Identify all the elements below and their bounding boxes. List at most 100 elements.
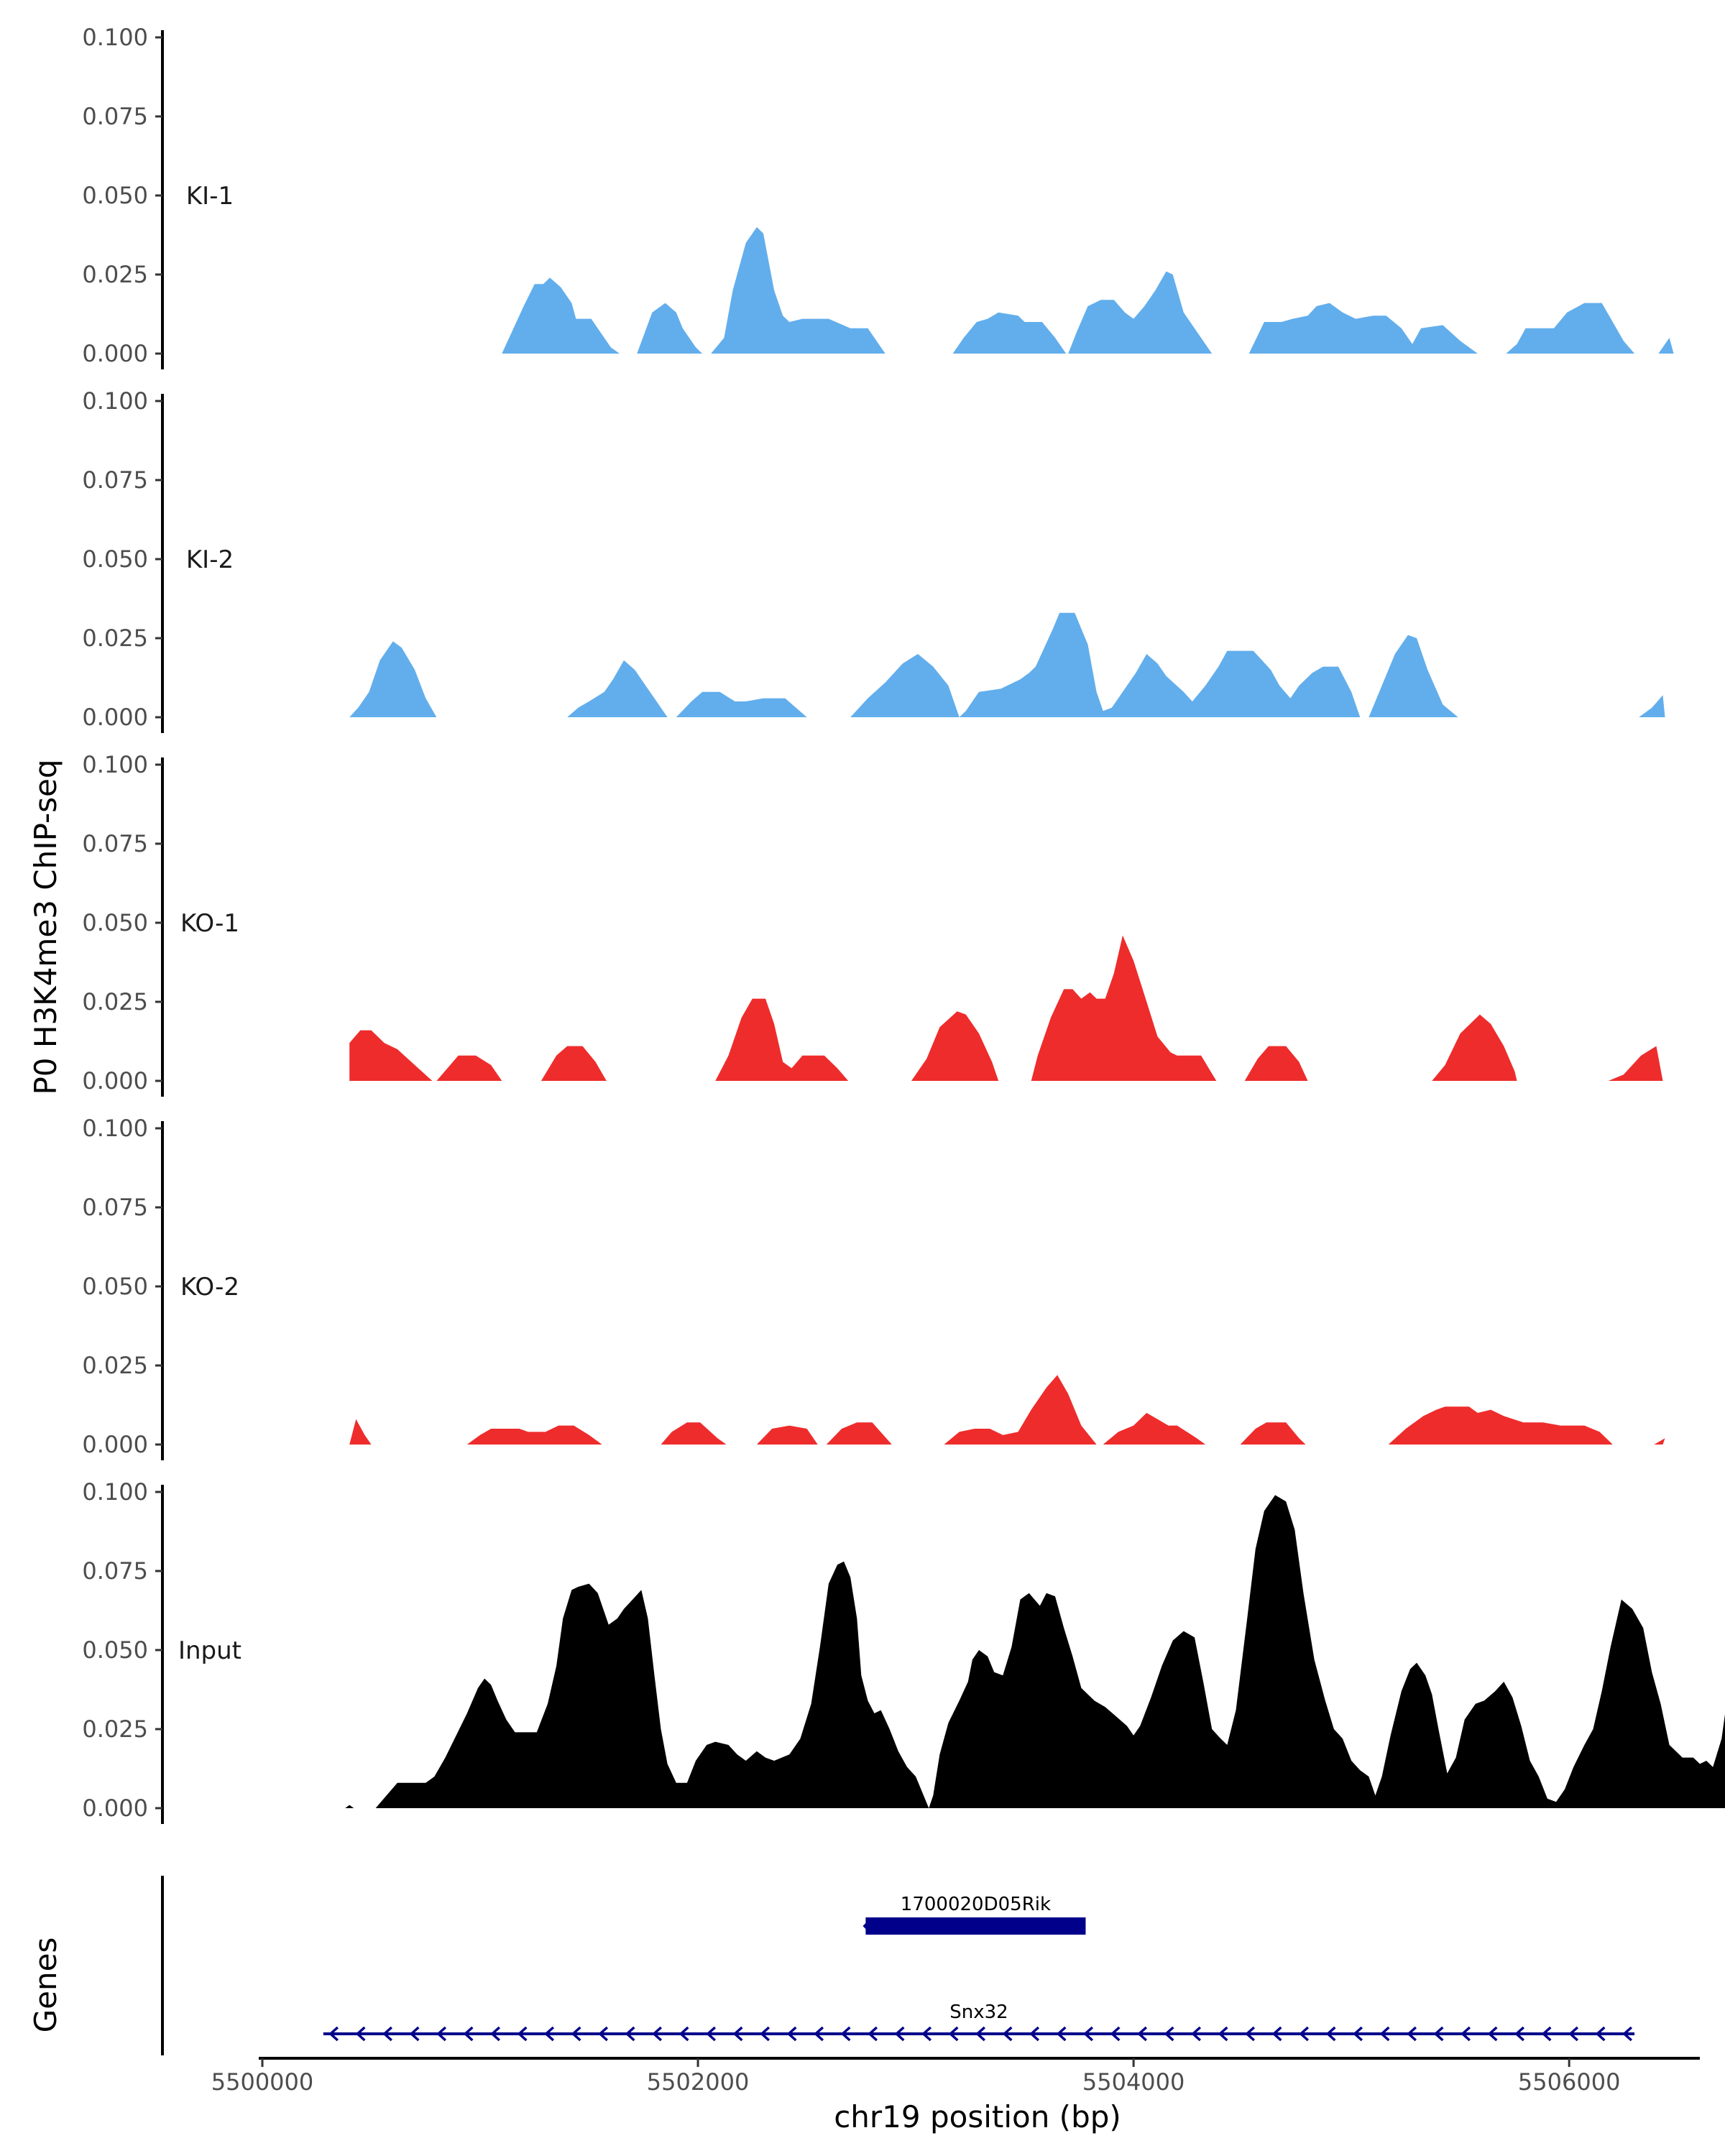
track-ki-2: 0.000 0.025 0.050 0.075 0.100 KI-2	[82, 387, 1665, 733]
gene-strand-chevron	[868, 2026, 878, 2042]
track-ko-2-y-tick-label: 0.025	[82, 1352, 148, 1379]
track-ki-1-y-tick-label: 0.000	[82, 340, 148, 367]
gene-snx32: Snx32	[323, 2001, 1635, 2042]
track-ki-1-signal-area	[1248, 303, 1478, 354]
x-tick-label: 5500000	[211, 2068, 314, 2096]
gene-strand-chevron	[948, 2026, 959, 2042]
gene-strand-chevron	[382, 2026, 393, 2042]
track-ko-1-y-tick-label: 0.000	[82, 1067, 148, 1095]
gene-strand-chevron	[1271, 2026, 1282, 2042]
gene-strand-chevron	[517, 2026, 528, 2042]
track-ki-2-signal-area	[349, 641, 437, 717]
x-tick-label: 5504000	[1082, 2068, 1185, 2096]
track-input: 0.000 0.025 0.050 0.075 0.100 Input	[82, 1478, 1725, 1824]
track-ki-1-signal-area	[952, 312, 1067, 354]
track-ko-2-y-tick-label: 0.000	[82, 1431, 148, 1458]
track-ki-1-y-tick-label: 0.100	[82, 24, 148, 51]
gene-strand-chevron	[409, 2026, 420, 2042]
track-ki-2-signal-area	[850, 612, 1361, 717]
track-input-y-tick-label: 0.025	[82, 1715, 148, 1743]
track-ko-1-signal-area	[1244, 1046, 1308, 1081]
gene-strand-chevron	[1299, 2026, 1310, 2042]
gene-strand-chevron	[1595, 2026, 1606, 2042]
gene-strand-chevron	[732, 2026, 743, 2042]
track-ki-1-signal-area	[711, 227, 886, 354]
track-ko-1-y-tick-label: 0.050	[82, 909, 148, 936]
track-input-signal-area	[375, 1495, 1725, 1808]
track-ko-1-signal-area	[1031, 935, 1217, 1081]
track-ko-2-signal-area	[1388, 1406, 1613, 1445]
track-ko-2-signal-area	[349, 1419, 372, 1445]
track-ko-1-y-tick-label: 0.025	[82, 988, 148, 1015]
gene-strand-chevron	[975, 2026, 986, 2042]
track-ko-1-signal-area	[349, 1030, 433, 1081]
track-ko-2-signal-area	[826, 1422, 892, 1445]
track-ko-1-y-tick-label: 0.100	[82, 751, 148, 778]
gene-strand-chevron	[544, 2026, 555, 2042]
gene-strand-chevron	[1083, 2026, 1094, 2042]
gene-strand-chevron	[625, 2026, 635, 2042]
gene-strand-chevron	[1191, 2026, 1202, 2042]
track-ko-2: 0.000 0.025 0.050 0.075 0.100 KO-2	[82, 1115, 1665, 1460]
track-input-signal-area	[345, 1805, 354, 1808]
gene-strand-chevron	[1029, 2026, 1040, 2042]
gene-strand-chevron	[1407, 2026, 1417, 2042]
track-ki-2-signal-area	[676, 691, 807, 717]
track-ki-1-signal-area	[502, 277, 620, 354]
track-ki-2-y-tick-label: 0.000	[82, 704, 148, 731]
track-ko-2-signal-area	[1654, 1438, 1665, 1445]
gene-strand-chevron	[1353, 2026, 1363, 2042]
tracks-layer: 0.0000.0250.0500.0750.100KI-10.0000.0250…	[82, 24, 1725, 1824]
track-ki-1: 0.000 0.025 0.050 0.075 0.100 KI-1	[82, 24, 1674, 369]
gene-strand-chevron	[1245, 2026, 1256, 2042]
gene-strand-chevron	[463, 2026, 474, 2042]
gene-strand-chevron	[894, 2026, 905, 2042]
track-ko-2-signal-area	[1103, 1413, 1206, 1445]
track-ki-2-signal-area	[1368, 635, 1458, 717]
track-ko-1-signal-area	[715, 998, 849, 1081]
track-ki-2-y-tick-label: 0.050	[82, 545, 148, 573]
track-ko-1-signal-area	[911, 1011, 999, 1081]
gene-strand-chevron	[1379, 2026, 1390, 2042]
track-ko-1-signal-area	[1432, 1014, 1517, 1081]
gene-strand-chevron	[706, 2026, 717, 2042]
track-ko-2-signal-area	[944, 1375, 1097, 1445]
track-ko-2-signal-area	[756, 1425, 818, 1445]
gene-strand-chevron	[786, 2026, 797, 2042]
x-axis: 5500000 5502000 5504000 5506000 chr19 posit…	[211, 2057, 1700, 2134]
gene-strand-chevron	[1568, 2026, 1579, 2042]
gene-strand-chevron	[490, 2026, 501, 2042]
track-ko-1-signal-area	[436, 1055, 502, 1081]
gene-1700020d05rik: 1700020D05Rik	[862, 1894, 1086, 1935]
track-ko-1-label: KO-1	[180, 909, 239, 938]
track-ki-1-signal-area	[1658, 338, 1674, 354]
gene-strand-chevron	[598, 2026, 609, 2042]
track-ko-1-signal-area	[1608, 1046, 1663, 1081]
gene-strand-chevron	[436, 2026, 447, 2042]
track-ko-2-signal-area	[1240, 1422, 1306, 1445]
gene-strand-chevron	[840, 2026, 851, 2042]
gene-strand-chevron	[1002, 2026, 1013, 2042]
track-ki-2-signal-area	[567, 660, 668, 717]
track-ko-1: 0.000 0.025 0.050 0.075 0.100 KO-1	[82, 751, 1663, 1097]
track-ki-1-signal-area	[637, 303, 703, 354]
gene-strand-chevron	[1137, 2026, 1148, 2042]
gene-strand-chevron	[760, 2026, 770, 2042]
gene-strand-chevron	[1541, 2026, 1552, 2042]
track-input-y-tick-label: 0.100	[82, 1478, 148, 1506]
track-ko-2-y-tick-label: 0.050	[82, 1273, 148, 1300]
track-ki-1-signal-area	[1068, 271, 1213, 354]
track-input-y-tick-label: 0.075	[82, 1557, 148, 1585]
x-tick-label: 5506000	[1518, 2068, 1621, 2096]
gene-strand-chevron	[1110, 2026, 1121, 2042]
gene-strand-chevron	[814, 2026, 824, 2042]
gene-strand-chevron	[678, 2026, 689, 2042]
track-ko-1-signal-area	[540, 1046, 607, 1081]
track-ki-1-label: KI-1	[186, 182, 234, 211]
track-input-y-tick-label: 0.050	[82, 1636, 148, 1664]
y-axis-title: P0 H3K4me3 ChIP-seq	[28, 759, 63, 1095]
track-ko-1-y-tick-label: 0.075	[82, 830, 148, 857]
gene-strand-chevron	[328, 2026, 339, 2042]
track-ki-1-y-tick-label: 0.025	[82, 261, 148, 288]
